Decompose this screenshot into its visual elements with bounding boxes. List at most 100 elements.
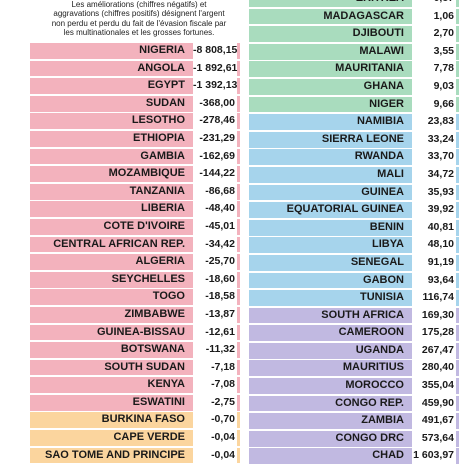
- table-row: ZIMBABWE -13,87: [30, 306, 240, 323]
- country-name: TANZANIA: [129, 184, 185, 197]
- country-name: TUNISIA: [360, 291, 404, 304]
- row-end-strip: [237, 201, 240, 217]
- country-name: EGYPT: [147, 79, 185, 92]
- evasion-table-chart: Les améliorations (chiffres négatifs) et…: [30, 0, 459, 465]
- country-name: BENIN: [369, 220, 404, 233]
- country-name: CONGO REP.: [335, 396, 404, 409]
- row-end-strip: [456, 343, 459, 359]
- country-name: GUINEA: [361, 185, 404, 198]
- row-end-strip: [237, 78, 240, 94]
- row-end-strip: [237, 131, 240, 147]
- country-value: -144,22: [193, 166, 237, 182]
- row-end-strip: [456, 26, 459, 42]
- country-name: GABON: [363, 273, 404, 286]
- country-value: -25,70: [193, 254, 237, 270]
- table-row: EGYPT -1 392,13: [30, 78, 240, 94]
- country-value: -231,29: [193, 130, 237, 147]
- country-name: MOZAMBIQUE: [108, 167, 185, 180]
- table-row: ZAMBIA 491,67: [249, 413, 459, 430]
- country-value: 2,70: [412, 26, 456, 42]
- country-name: CHAD: [372, 449, 404, 462]
- country-value: 573,64: [412, 430, 456, 447]
- table-row: CENTRAL AFRICAN REP. -34,42: [30, 236, 240, 253]
- country-value: 35,93: [412, 184, 456, 201]
- table-row: GAMBIA -162,69: [30, 148, 240, 165]
- table-row: CAMEROON 175,28: [249, 325, 459, 342]
- country-value: 33,24: [412, 131, 456, 148]
- country-name: MADAGASCAR: [323, 9, 404, 22]
- table-row: BURKINA FASO -0,70: [30, 412, 240, 429]
- right-table: ERITREA0,87MADAGASCAR1,06DJIBOUTI2,70MAL…: [249, 0, 459, 466]
- country-name: BOTSWANA: [120, 343, 185, 356]
- row-end-strip: [237, 113, 240, 129]
- country-name: RWANDA: [354, 150, 404, 163]
- country-value: 91,19: [412, 254, 456, 271]
- row-end-strip: [456, 378, 459, 394]
- country-name: SUDAN: [145, 96, 185, 109]
- table-row: SIERRA LEONE 33,24: [249, 131, 459, 148]
- country-name: COTE D'IVOIRE: [103, 219, 185, 232]
- country-name: SEYCHELLES: [111, 272, 185, 285]
- table-row: ALGERIA -25,70: [30, 254, 240, 270]
- row-end-strip: [456, 308, 459, 324]
- row-end-strip: [237, 448, 240, 464]
- country-value: 9,03: [412, 78, 456, 95]
- row-end-strip: [456, 448, 459, 464]
- table-row: LESOTHO -278,46: [30, 113, 240, 130]
- country-value: -13,87: [193, 306, 237, 323]
- table-row: CAPE VERDE -0,04: [30, 430, 240, 446]
- country-name: MAURITIUS: [342, 361, 404, 374]
- table-row: TANZANIA -86,68: [30, 183, 240, 200]
- table-row: TOGO -18,58: [30, 289, 240, 306]
- row-end-strip: [456, 255, 459, 271]
- country-value: -162,69: [193, 148, 237, 165]
- row-end-strip: [237, 272, 240, 288]
- table-row: GUINEA 35,93: [249, 184, 459, 201]
- country-value: 459,90: [412, 395, 456, 412]
- country-name: LESOTHO: [131, 114, 185, 127]
- country-value: 280,40: [412, 360, 456, 377]
- row-end-strip: [237, 254, 240, 270]
- country-name: KENYA: [147, 378, 186, 391]
- row-end-strip: [237, 430, 240, 446]
- country-value: -368,00: [193, 95, 237, 112]
- country-name: CONGO DRC: [335, 431, 404, 444]
- row-end-strip: [237, 412, 240, 428]
- table-row: SAO TOME AND PRINCIPE -0,04: [30, 447, 240, 464]
- table-row: ANGOLA -1 892,61: [30, 60, 240, 77]
- row-end-strip: [456, 431, 459, 447]
- table-row: MAURITANIA 7,78: [249, 61, 459, 78]
- country-name: CAPE VERDE: [113, 431, 185, 444]
- row-end-strip: [237, 377, 240, 393]
- row-end-strip: [456, 185, 459, 201]
- row-end-strip: [456, 114, 459, 130]
- country-value: -1 892,61: [193, 60, 237, 77]
- table-row: UGANDA 267,47: [249, 342, 459, 359]
- country-value: -18,60: [193, 271, 237, 288]
- row-end-strip: [237, 307, 240, 323]
- table-row: SOUTH AFRICA 169,30: [249, 307, 459, 324]
- country-name: BURKINA FASO: [101, 413, 185, 426]
- table-row: BOTSWANA -11,32: [30, 342, 240, 358]
- table-row: NIGER 9,66: [249, 96, 459, 113]
- row-end-strip: [237, 166, 240, 182]
- country-value: 175,28: [412, 325, 456, 342]
- row-end-strip: [237, 360, 240, 376]
- row-end-strip: [456, 61, 459, 77]
- country-value: 9,66: [412, 96, 456, 113]
- country-value: 355,04: [412, 378, 456, 394]
- row-end-strip: [237, 395, 240, 411]
- table-row: BENIN 40,81: [249, 219, 459, 236]
- country-value: -18,58: [193, 289, 237, 306]
- row-end-strip: [456, 97, 459, 113]
- chart-note: Les améliorations (chiffres négatifs) et…: [51, 0, 227, 37]
- country-value: 48,10: [412, 237, 456, 254]
- table-row: MALI 34,72: [249, 166, 459, 183]
- country-value: -0,04: [193, 430, 237, 446]
- table-row: EQUATORIAL GUINEA 39,92: [249, 202, 459, 218]
- country-value: 1 603,97: [412, 448, 456, 465]
- country-name: MOROCCO: [345, 379, 404, 392]
- row-end-strip: [456, 9, 459, 25]
- country-name: SOUTH AFRICA: [321, 308, 404, 321]
- country-name: LIBYA: [372, 238, 404, 251]
